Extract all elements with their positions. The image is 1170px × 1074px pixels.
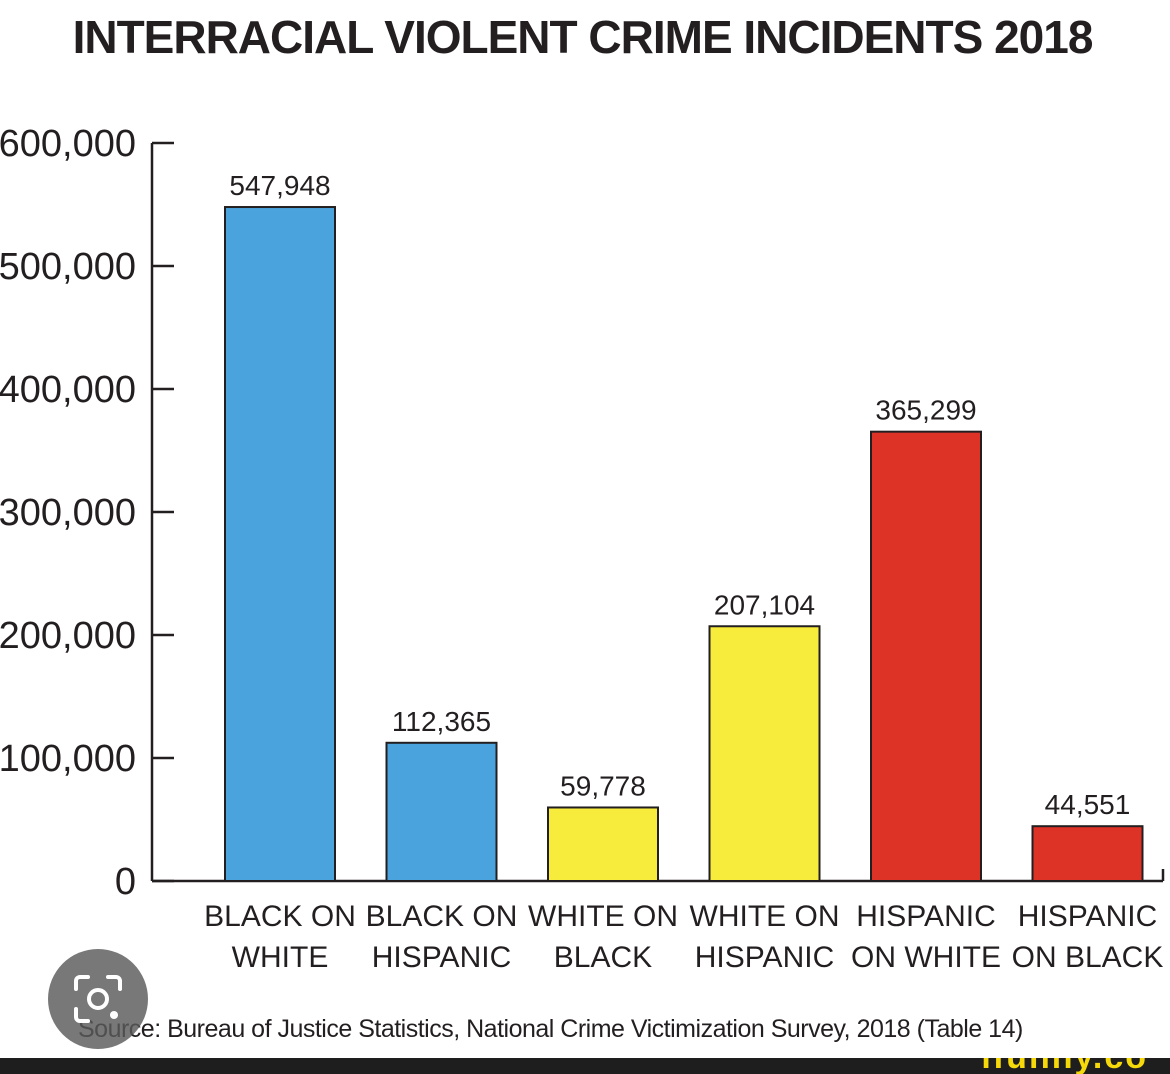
visual-search-button[interactable]	[48, 949, 148, 1049]
y-axis: 0 100,000 200,000 300,000 400,000 500,000 600,…	[0, 123, 174, 903]
bottom-strip: ifunny.co	[0, 1058, 1170, 1074]
y-tick-label: 400,000	[0, 369, 136, 411]
y-tick-label: 200,000	[0, 615, 136, 657]
bar	[547, 806, 659, 883]
data-label: 207,104	[714, 589, 815, 620]
bar	[1031, 825, 1144, 882]
y-tick-label: 0	[115, 861, 136, 903]
data-labels: 547,948 112,365 59,778 207,104 365,299 44,551	[229, 170, 1130, 820]
category-label: HISPANIC	[1018, 900, 1157, 933]
y-tick-label: 300,000	[0, 492, 136, 534]
category-label: BLACK	[554, 941, 652, 974]
y-tick-label: 500,000	[0, 246, 136, 288]
data-label: 44,551	[1045, 789, 1131, 820]
y-tick-label: 600,000	[0, 123, 136, 165]
bars	[224, 206, 1144, 883]
watermark: ifunny.co	[981, 1058, 1148, 1074]
category-label: WHITE	[232, 941, 329, 974]
y-tick-label: 100,000	[0, 738, 136, 780]
bar	[870, 430, 982, 882]
category-label: WHITE ON	[690, 900, 840, 933]
camera-search-icon	[74, 975, 122, 1023]
category-label: HISPANIC	[856, 900, 995, 933]
category-label: WHITE ON	[528, 900, 678, 933]
bar	[224, 206, 336, 882]
category-label: HISPANIC	[695, 941, 834, 974]
category-label: ON WHITE	[851, 941, 1001, 974]
category-label: ON BLACK	[1012, 941, 1164, 974]
bar	[385, 741, 498, 883]
chart-title: INTERRACIAL VIOLENT CRIME INCIDENTS 2018	[72, 11, 1094, 63]
data-label: 365,299	[875, 395, 976, 426]
category-label: BLACK ON	[366, 900, 518, 933]
data-label: 59,778	[560, 770, 646, 801]
data-label: 547,948	[229, 170, 330, 201]
category-labels: BLACK ON WHITE BLACK ON HISPANIC WHITE ON BLA…	[204, 900, 1163, 974]
category-label: BLACK ON	[204, 900, 356, 933]
bar	[708, 625, 821, 882]
data-label: 112,365	[392, 706, 491, 737]
category-label: HISPANIC	[372, 941, 511, 974]
source-note: Source: Bureau of Justice Statistics, Na…	[78, 1015, 1023, 1043]
